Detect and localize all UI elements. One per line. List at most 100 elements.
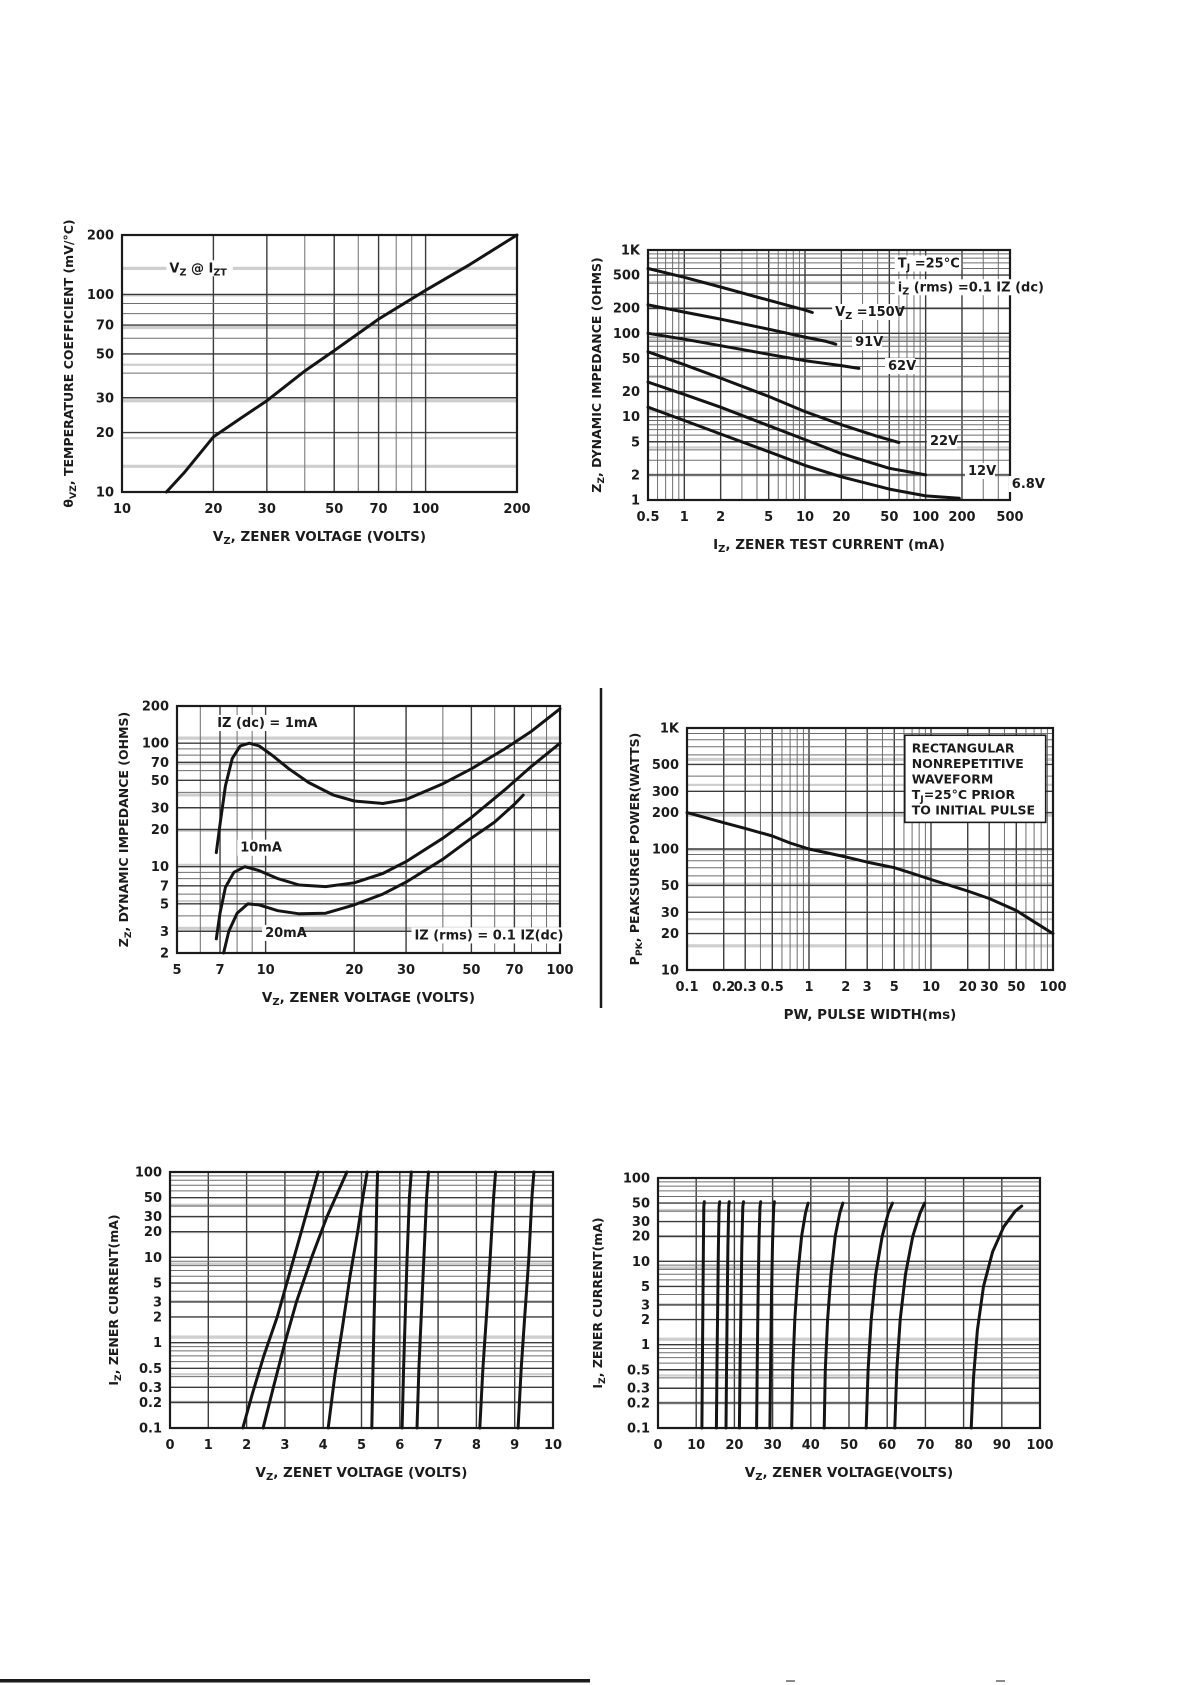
curve-curve-4 [370, 1170, 380, 1430]
curve-curve-3 [326, 1170, 369, 1430]
annotation: VZ @ IZT [169, 261, 227, 278]
note-box-line: RECTANGULAR [912, 740, 1015, 755]
y-tick-label: 50 [632, 1197, 650, 1212]
x-tick-label: 20 [725, 1438, 743, 1453]
y-tick-label: 30 [632, 1215, 650, 1230]
y-tick-label: 5 [641, 1280, 650, 1295]
x-tick-label: 500 [996, 510, 1023, 525]
scan-streaks [687, 757, 1053, 948]
y-tick-label: 70 [151, 756, 169, 771]
y-tick-label: 3 [641, 1298, 650, 1313]
label-bg [852, 334, 882, 350]
y-axis-title: θVZ, TEMPERATURE COEFFICIENT (mV/°C) [61, 219, 79, 507]
x-axis-title: VZ, ZENER VOLTAGE(VOLTS) [745, 1465, 953, 1483]
footer-rule-mark [786, 1680, 795, 1682]
x-tick-label: 8 [472, 1438, 481, 1453]
series-label-12V: 12V [968, 464, 996, 479]
x-tick-label: 50 [1007, 980, 1025, 995]
series-label-150V: VZ =150V [835, 305, 905, 322]
label-bg [166, 260, 233, 277]
x-tick-label: 2 [841, 980, 850, 995]
x-tick-label: 0 [165, 1438, 174, 1453]
label-bg [237, 839, 275, 856]
y-tick-label: 100 [135, 1166, 162, 1181]
note-box-line: TO INITIAL PULSE [912, 802, 1035, 817]
label-bg [894, 279, 1057, 296]
x-tick-label: 30 [397, 963, 415, 978]
curve-curve-7 [478, 1170, 498, 1430]
curve-62V [646, 331, 861, 370]
x-tick-label: 100 [1039, 980, 1066, 995]
chart-dynamic-impedance-vs-voltage: IZ (dc) = 1mA 10mA 20mA IZ (rms) = 0.1 IZ(d… [116, 700, 574, 1009]
x-tick-label: 7 [215, 963, 224, 978]
y-tick-label: 5 [153, 1277, 162, 1292]
y-tick-label: 2 [641, 1313, 650, 1328]
y-tick-label: 3 [153, 1295, 162, 1310]
curve-curve-1 [700, 1200, 706, 1430]
curve-12V [646, 380, 928, 477]
curve-curve-3 [724, 1200, 731, 1430]
footer-rule [0, 1679, 590, 1683]
x-tick-label: 50 [462, 963, 480, 978]
y-tick-label: 3 [160, 925, 169, 940]
x-tick-label: 70 [916, 1438, 934, 1453]
x-tick-label: 20 [832, 510, 850, 525]
x-tick-label: 2 [716, 510, 725, 525]
x-tick-label: 10 [922, 980, 940, 995]
curve-curve-8 [822, 1201, 845, 1430]
x-axis-title: PW, PULSE WIDTH(ms) [784, 1007, 957, 1023]
x-tick-label: 50 [325, 502, 343, 517]
series-label-6.8V: 6.8V [1012, 477, 1045, 492]
x-tick-label: 90 [993, 1438, 1011, 1453]
plot-border [175, 704, 562, 955]
curves [241, 1170, 536, 1430]
x-tick-label: 60 [878, 1438, 896, 1453]
x-tick-label: 0.1 [675, 980, 698, 995]
label-bg [894, 255, 962, 272]
chart-peak-surge-power: RECTANGULARNONREPETITIVEWAVEFORMTJ=25°C … [627, 722, 1067, 1024]
y-tick-label: 20 [622, 385, 640, 400]
curve-curve-5 [400, 1170, 413, 1430]
y-axis-title: PPK, PEAKSURGE POWER(WATTS) [627, 733, 645, 966]
x-axis-title: VZ, ZENER VOLTAGE (VOLTS) [262, 990, 475, 1008]
y-tick-label: 500 [613, 269, 640, 284]
x-tick-label: 10 [257, 963, 275, 978]
y-tick-label: 200 [613, 302, 640, 317]
x-tick-label: 3 [863, 980, 872, 995]
x-tick-label: 30 [980, 980, 998, 995]
x-tick-label: 100 [412, 502, 439, 517]
y-axis-title: ZZ, DYNAMIC IMPEDANCE (OHMS) [116, 712, 134, 948]
grid [176, 705, 561, 954]
curve-curve-1 [241, 1170, 320, 1430]
curve-curve-5 [755, 1200, 763, 1430]
x-axis-title: IZ, ZENER TEST CURRENT (mA) [713, 537, 945, 555]
note-box-line: WAVEFORM [912, 771, 994, 786]
x-tick-label: 3 [280, 1438, 289, 1453]
curve-curve-6 [768, 1200, 776, 1430]
tick-labels: 0.1 0.20.3 0.5 1 2 3 5 10 20 30 50 1001K50030020010… [652, 722, 1067, 996]
annotation: 20mA [265, 926, 307, 941]
series-label-62V: 62V [888, 359, 916, 374]
x-tick-label: 7 [434, 1438, 443, 1453]
note-box-line: TJ=25°C PRIOR [912, 787, 1016, 805]
curve-curve-7 [790, 1201, 810, 1430]
x-tick-label: 4 [319, 1438, 328, 1453]
y-tick-label: 7 [160, 879, 169, 894]
label-bg [411, 927, 573, 944]
y-tick-label: 200 [87, 229, 114, 244]
annotation: iZ (rms) =0.1 IZ (dc) [898, 280, 1044, 297]
y-tick-label: 10 [622, 410, 640, 425]
x-tick-label: 40 [802, 1438, 820, 1453]
y-tick-label: 20 [661, 927, 679, 942]
plot-border [120, 233, 519, 494]
y-tick-label: 0.2 [139, 1396, 162, 1411]
footer-rule-mark [996, 1680, 1005, 1682]
annotation: IZ (rms) = 0.1 IZ(dc) [414, 928, 563, 943]
y-tick-label: 20 [632, 1230, 650, 1245]
curves [646, 267, 961, 500]
x-tick-label: 10 [687, 1438, 705, 1453]
